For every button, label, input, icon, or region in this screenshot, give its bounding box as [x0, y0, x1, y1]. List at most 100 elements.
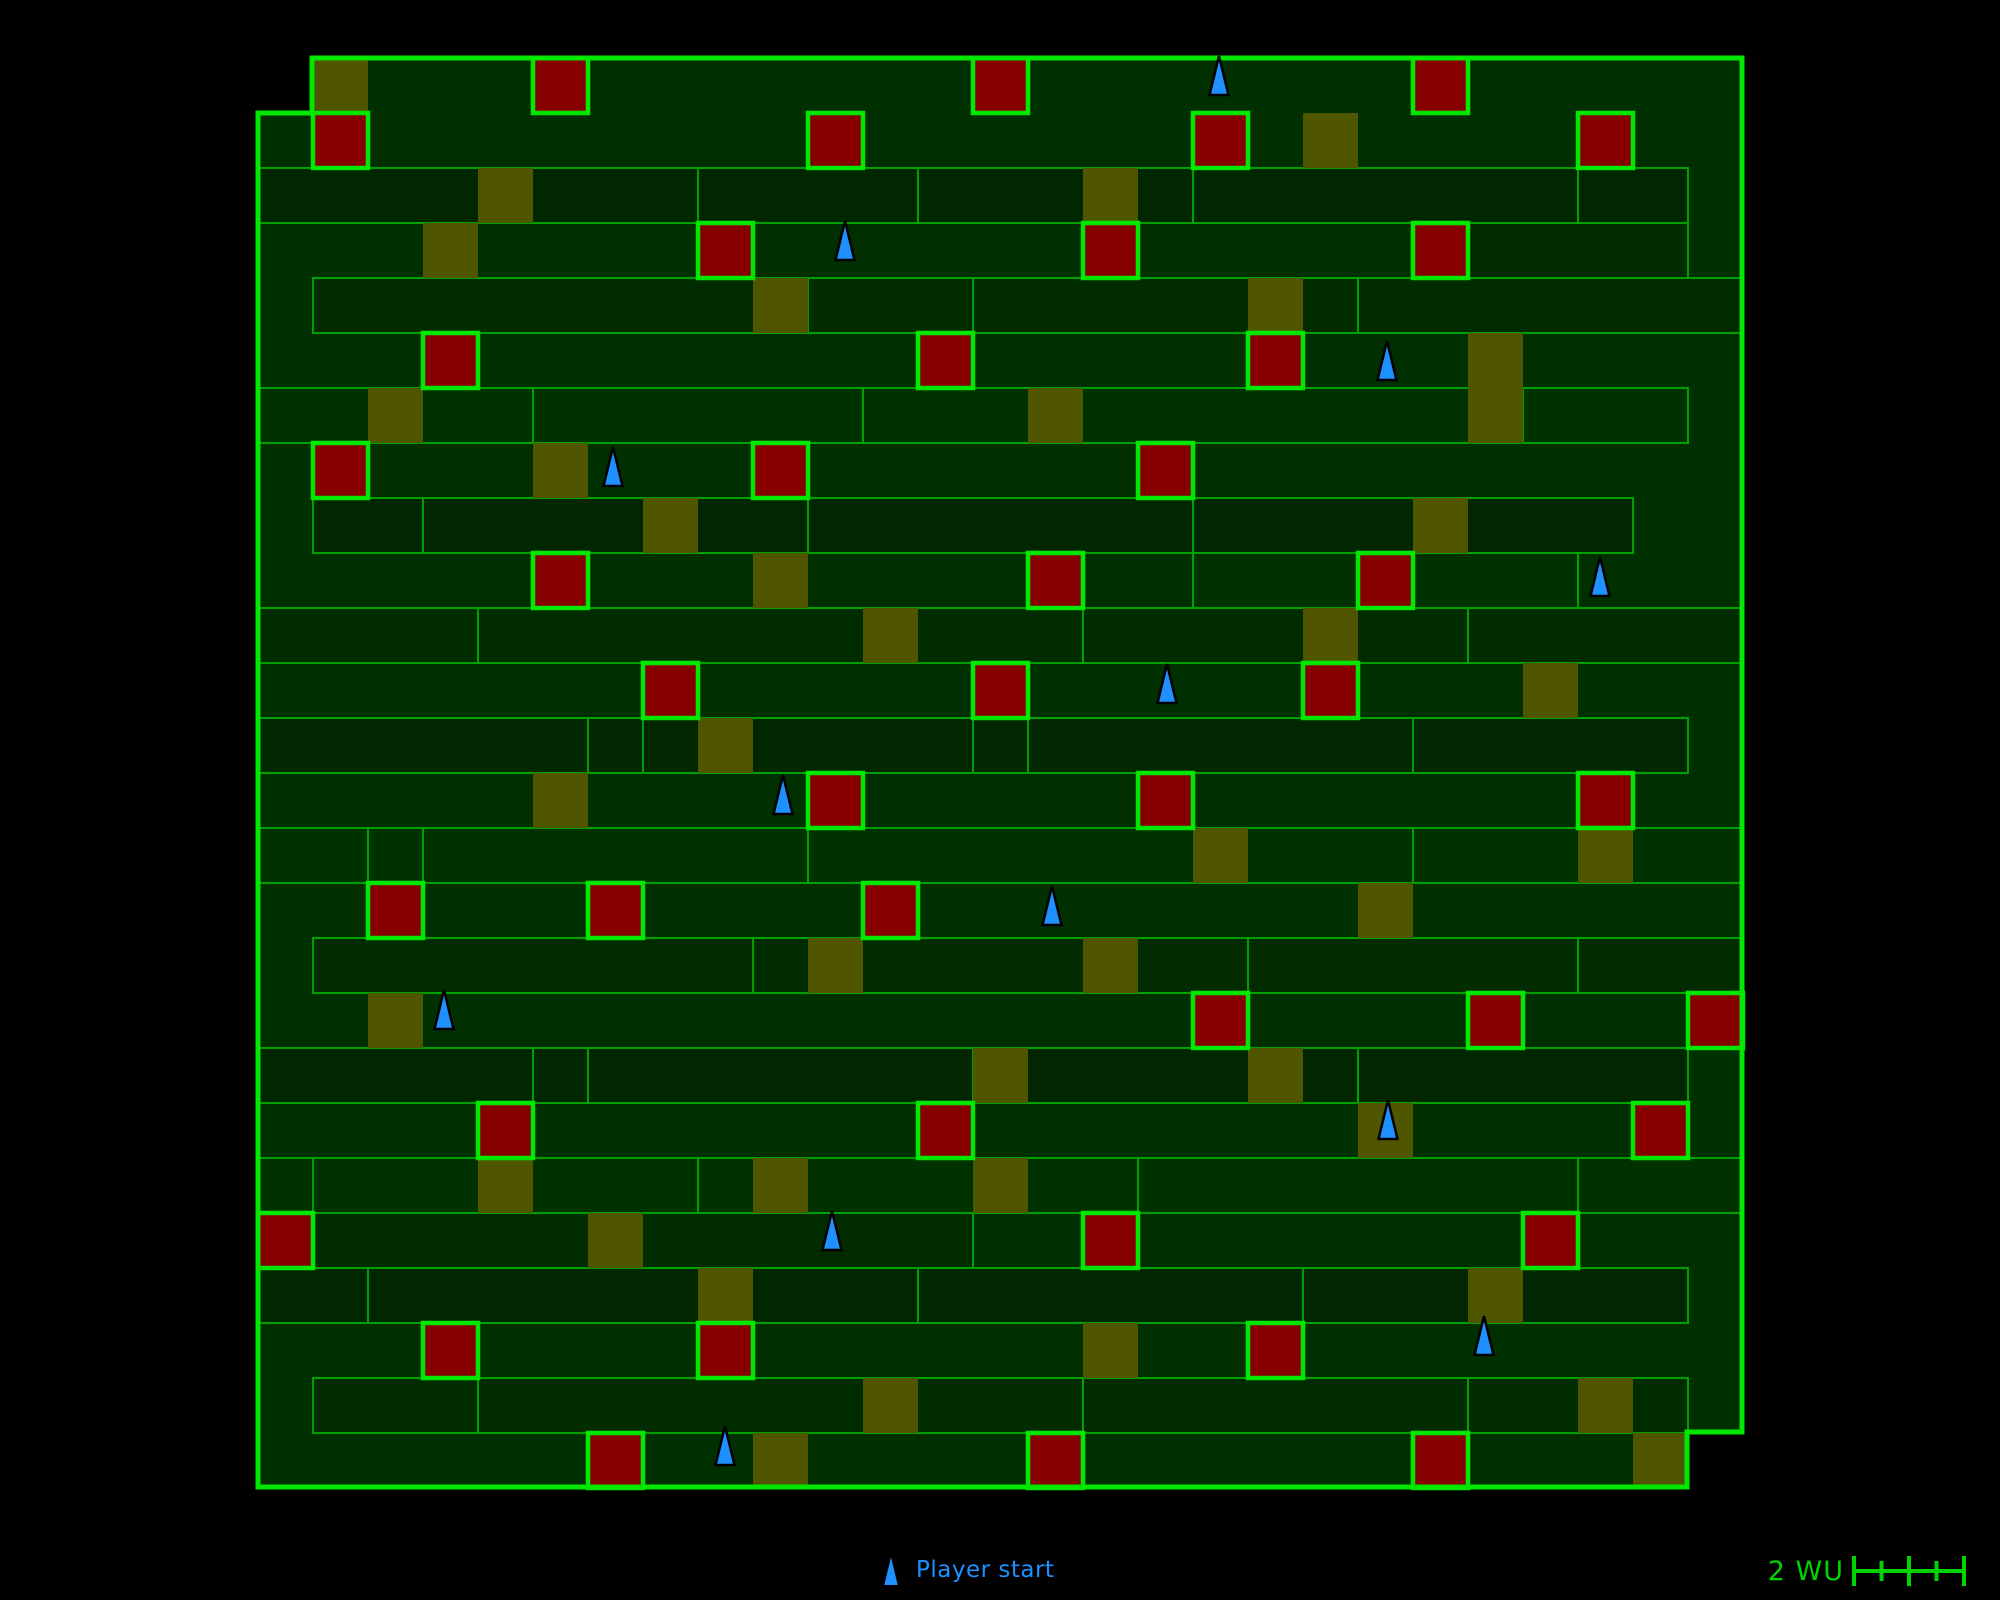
red-square: [695, 220, 756, 281]
player-start-arrow: [1207, 55, 1231, 97]
red-square: [1575, 770, 1636, 831]
red-square: [860, 880, 921, 941]
olive-square: [753, 1433, 808, 1488]
red-square: [1135, 770, 1196, 831]
olive-square: [1083, 1323, 1138, 1378]
red-square: [585, 1430, 646, 1491]
olive-square: [1468, 388, 1523, 443]
red-square: [1630, 1100, 1691, 1161]
olive-square: [973, 1158, 1028, 1213]
red-square: [310, 440, 371, 501]
red-square: [1025, 550, 1086, 611]
red-square: [640, 660, 701, 721]
player-start-arrow: [432, 989, 456, 1031]
red-square: [695, 1320, 756, 1381]
scale-label: 2 WU: [1767, 1555, 1844, 1587]
olive-square: [1468, 333, 1523, 388]
red-square: [1080, 1210, 1141, 1271]
red-square: [805, 770, 866, 831]
olive-square: [1578, 828, 1633, 883]
map-strip: [312, 1377, 1689, 1434]
olive-square: [863, 1378, 918, 1433]
red-square: [585, 880, 646, 941]
red-square: [420, 330, 481, 391]
olive-square: [1028, 388, 1083, 443]
olive-square: [1083, 938, 1138, 993]
scale-ruler-icon: [1852, 1556, 1966, 1586]
red-square: [1465, 990, 1526, 1051]
red-square: [1520, 1210, 1581, 1271]
map-legend: Player start: [880, 1545, 1054, 1595]
red-square: [1410, 1430, 1471, 1491]
olive-square: [863, 608, 918, 663]
red-square: [1245, 1320, 1306, 1381]
red-square: [750, 440, 811, 501]
map-strip: [257, 607, 1743, 664]
player-start-icon-shape: [881, 1552, 901, 1587]
player-start-arrow: [601, 446, 625, 488]
red-square: [970, 660, 1031, 721]
olive-square: [808, 938, 863, 993]
red-square: [1300, 660, 1361, 721]
olive-square: [313, 58, 368, 113]
red-square: [420, 1320, 481, 1381]
map-strip: [257, 167, 1689, 224]
red-square: [1685, 990, 1746, 1051]
olive-square: [698, 1268, 753, 1323]
scale-bar: 2 WU: [1690, 1545, 1970, 1597]
red-square: [1190, 990, 1251, 1051]
red-square: [530, 550, 591, 611]
olive-square: [643, 498, 698, 553]
player-start-arrow: [1375, 340, 1399, 382]
olive-square: [1413, 498, 1468, 553]
map-strip: [257, 387, 1689, 444]
red-square: [915, 330, 976, 391]
olive-square: [1083, 168, 1138, 223]
olive-square: [1523, 663, 1578, 718]
red-square: [1355, 550, 1416, 611]
red-square: [915, 1100, 976, 1161]
olive-square: [533, 773, 588, 828]
player-start-icon: [881, 1552, 901, 1587]
red-square: [805, 110, 866, 171]
player-start-arrow: [820, 1210, 844, 1252]
red-square: [365, 880, 426, 941]
olive-square: [1633, 1433, 1688, 1488]
olive-square: [753, 553, 808, 608]
map-strip: [257, 1267, 1689, 1324]
olive-square: [423, 223, 478, 278]
player-start-arrow: [833, 220, 857, 262]
olive-square: [698, 718, 753, 773]
olive-square: [753, 278, 808, 333]
red-square: [310, 110, 371, 171]
map-strip: [312, 937, 1743, 994]
red-square: [1025, 1430, 1086, 1491]
red-square: [1410, 220, 1471, 281]
player-start-arrow: [1155, 663, 1179, 705]
olive-square: [588, 1213, 643, 1268]
olive-square: [973, 1048, 1028, 1103]
player-start-arrow: [771, 774, 795, 816]
olive-square: [1303, 113, 1358, 168]
player-start-arrow: [1472, 1315, 1496, 1357]
red-square: [970, 55, 1031, 116]
red-square: [1135, 440, 1196, 501]
red-square: [1245, 330, 1306, 391]
map-strip: [257, 827, 1743, 884]
player-start-arrow: [713, 1425, 737, 1467]
olive-square: [1468, 1268, 1523, 1323]
olive-square: [1578, 1378, 1633, 1433]
map-outer-wall: [255, 55, 1745, 1490]
red-square: [530, 55, 591, 116]
olive-square: [478, 1158, 533, 1213]
olive-square: [478, 168, 533, 223]
olive-square: [753, 1158, 808, 1213]
red-square: [255, 1210, 316, 1271]
olive-square: [1358, 883, 1413, 938]
olive-square: [1303, 608, 1358, 663]
olive-square: [1248, 1048, 1303, 1103]
map-strip: [312, 277, 1743, 334]
legend-label: Player start: [916, 1557, 1055, 1583]
